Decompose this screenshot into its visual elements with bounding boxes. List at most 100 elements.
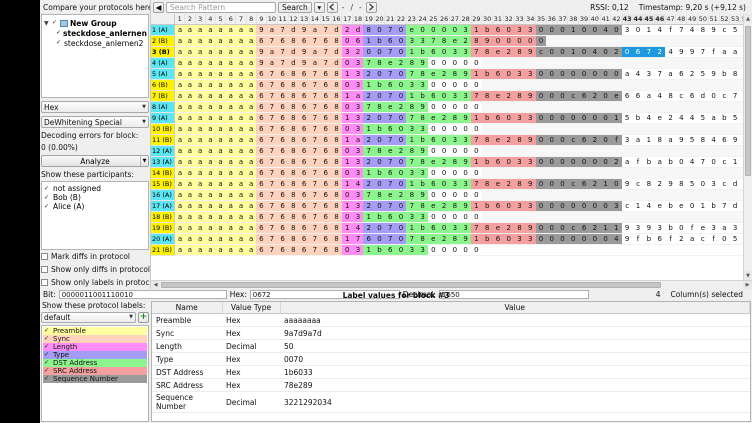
grid-cell[interactable]: a bbox=[195, 35, 206, 47]
grid-cell[interactable]: 0 bbox=[600, 112, 611, 124]
grid-cell[interactable]: 0 bbox=[514, 35, 525, 47]
grid-cell[interactable]: 8 bbox=[288, 90, 299, 102]
grid-cell[interactable]: 2 bbox=[395, 101, 407, 113]
checkbox-icon[interactable]: ✓ bbox=[56, 29, 62, 36]
grid-row[interactable]: 18 (B) a a a a a a a a 6 7 6 8 6 7 6 8 0 3 1 b 6 0 3 3 0 0 0 0 0 bbox=[151, 211, 752, 223]
grid-cell[interactable]: 4 bbox=[686, 112, 698, 124]
grid-cell[interactable]: 0 bbox=[589, 24, 601, 36]
grid-cell[interactable]: 9 bbox=[675, 134, 687, 146]
grid-cell[interactable]: a bbox=[205, 79, 216, 91]
grid-cell[interactable]: 3 bbox=[460, 178, 472, 190]
grid-cell[interactable]: 3 bbox=[352, 101, 364, 113]
grid-cell[interactable]: 0 bbox=[427, 145, 439, 157]
grid-cell[interactable]: 6 bbox=[384, 35, 396, 47]
grid-cell[interactable]: 3 bbox=[643, 68, 655, 80]
grid-cell[interactable]: a bbox=[174, 79, 185, 91]
grid-column-header-35[interactable]: 35 bbox=[535, 14, 547, 25]
grid-cell[interactable]: a bbox=[174, 211, 185, 223]
grid-cell[interactable]: a bbox=[174, 24, 185, 36]
grid-cell[interactable]: 8 bbox=[665, 90, 676, 102]
grid-cell[interactable]: 5 bbox=[729, 24, 741, 36]
grid-cell[interactable]: a bbox=[205, 123, 216, 135]
grid-cell[interactable]: 6 bbox=[298, 189, 310, 201]
grid-cell[interactable]: a bbox=[246, 68, 257, 80]
grid-cell[interactable]: 6 bbox=[256, 211, 267, 223]
grid-row[interactable]: 1 (A) a a a a a a a a 9 a 7 d 9 a 7 d 2 d 8 0 7 0 e 0 0 0 0 3 1 b 6 0 3 3 0… bbox=[151, 24, 752, 36]
grid-cell[interactable]: d bbox=[331, 24, 342, 36]
grid-column-header-46[interactable]: 46 bbox=[654, 14, 666, 25]
grid-cell[interactable]: 6 bbox=[256, 167, 267, 179]
grid-cell[interactable]: 3 bbox=[524, 24, 536, 36]
grid-cell[interactable]: 0 bbox=[600, 134, 611, 146]
grid-cell[interactable]: a bbox=[195, 167, 206, 179]
grid-cell[interactable]: 8 bbox=[288, 233, 299, 245]
grid-cell[interactable]: 0 bbox=[395, 233, 407, 245]
grid-cell[interactable]: 6 bbox=[298, 90, 310, 102]
previous-match-icon[interactable] bbox=[326, 1, 338, 13]
grid-cell[interactable]: 1 bbox=[341, 222, 353, 234]
grid-cell[interactable]: 0 bbox=[460, 57, 472, 69]
grid-cell[interactable]: a bbox=[352, 90, 364, 102]
grid-cell[interactable]: 0 bbox=[449, 145, 461, 157]
grid-cell[interactable]: 7 bbox=[471, 46, 482, 58]
grid-cell[interactable]: 6 bbox=[298, 156, 310, 168]
search-mode-chevron-down-icon[interactable]: ▾ bbox=[313, 1, 325, 13]
grid-cell[interactable]: a bbox=[215, 24, 226, 36]
checkbox-icon[interactable] bbox=[41, 279, 48, 286]
grid-cell[interactable]: a bbox=[235, 233, 247, 245]
grid-cell[interactable]: 0 bbox=[471, 189, 482, 201]
grid-cell[interactable]: 7 bbox=[384, 200, 396, 212]
grid-cell[interactable]: 3 bbox=[708, 178, 719, 190]
grid-cell[interactable]: 0 bbox=[567, 112, 579, 124]
grid-cell[interactable]: 3 bbox=[352, 68, 364, 80]
grid-cell[interactable]: a bbox=[266, 57, 278, 69]
grid-cell[interactable]: a bbox=[184, 46, 196, 58]
grid-cell[interactable]: 6 bbox=[384, 123, 396, 135]
grid-cell[interactable]: 1 bbox=[471, 112, 482, 124]
grid-cell[interactable]: 9 bbox=[524, 90, 536, 102]
grid-cell[interactable]: 0 bbox=[578, 233, 590, 245]
grid-cell[interactable]: 8 bbox=[331, 123, 342, 135]
grid-cell[interactable]: 7 bbox=[384, 112, 396, 124]
grid-cell[interactable]: a bbox=[225, 134, 236, 146]
grid-cell[interactable]: 0 bbox=[589, 112, 601, 124]
grid-column-header-27[interactable]: 27 bbox=[449, 14, 461, 25]
grid-cell[interactable]: 6 bbox=[256, 101, 267, 113]
grid-cell[interactable]: 7 bbox=[309, 156, 321, 168]
grid-cell[interactable]: 3 bbox=[417, 35, 428, 47]
grid-cell[interactable]: 7 bbox=[277, 24, 288, 36]
grid-cell[interactable]: 4 bbox=[352, 222, 364, 234]
grid-cell[interactable]: b bbox=[632, 112, 644, 124]
grid-column-header-42[interactable]: 42 bbox=[610, 14, 623, 25]
grid-cell[interactable]: 6 bbox=[578, 134, 590, 146]
grid-cell[interactable]: 0 bbox=[557, 24, 568, 36]
checkbox-icon[interactable]: ✓ bbox=[44, 375, 50, 382]
grid-cell[interactable]: b bbox=[481, 24, 493, 36]
grid-cell[interactable]: b bbox=[481, 200, 493, 212]
grid-column-header-24[interactable]: 24 bbox=[417, 14, 429, 25]
grid-cell[interactable]: 8 bbox=[481, 222, 493, 234]
grid-cell[interactable]: 8 bbox=[288, 222, 299, 234]
grid-cell[interactable]: a bbox=[235, 211, 247, 223]
grid-cell[interactable]: 0 bbox=[395, 123, 407, 135]
grid-cell[interactable]: 3 bbox=[514, 112, 525, 124]
grid-cell[interactable]: 8 bbox=[331, 90, 342, 102]
grid-cell[interactable]: a bbox=[309, 46, 321, 58]
next-match-icon[interactable] bbox=[365, 1, 377, 13]
protocol-label-item-5[interactable]: ✓ SRC Address bbox=[43, 367, 147, 375]
grid-cell[interactable]: 3 bbox=[610, 200, 622, 212]
grid-column-header-20[interactable]: 20 bbox=[374, 14, 386, 25]
grid-cell[interactable]: 0 bbox=[438, 57, 450, 69]
grid-cell[interactable]: a bbox=[246, 79, 257, 91]
grid-row[interactable]: 19 (B) a a a a a a a a 6 7 6 8 6 7 6 8 1 4 2 0 7 0 1 b 6 0 3 3 7 8 e 2 8 9… bbox=[151, 222, 752, 234]
grid-cell[interactable]: 0 bbox=[427, 189, 439, 201]
grid-cell[interactable]: 2 bbox=[438, 233, 450, 245]
grid-cell[interactable]: a bbox=[174, 101, 185, 113]
grid-cell[interactable]: a bbox=[205, 35, 216, 47]
grid-cell[interactable]: 3 bbox=[621, 134, 633, 146]
grid-cell[interactable]: 0 bbox=[438, 178, 450, 190]
grid-cell[interactable]: a bbox=[184, 90, 196, 102]
grid-cell[interactable]: a bbox=[184, 57, 196, 69]
grid-cell[interactable]: 7 bbox=[406, 233, 418, 245]
grid-cell[interactable]: a bbox=[184, 178, 196, 190]
